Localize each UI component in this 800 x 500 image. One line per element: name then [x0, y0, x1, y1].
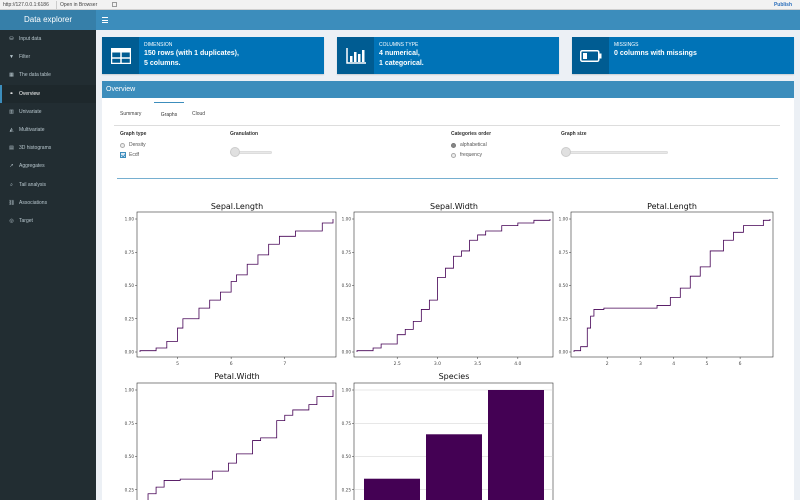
infobox-dimension: Dimension 150 rows (with 1 duplicates), … — [102, 37, 324, 74]
overview-tabs: Summary Graphs Cloud — [114, 102, 780, 126]
table-icon: ▦ — [9, 72, 14, 79]
sidebar-item-multivariate[interactable]: ◭ Multivariate — [0, 121, 96, 139]
app-logo[interactable]: Data explorer — [0, 10, 96, 30]
radio-button[interactable] — [451, 152, 456, 158]
graph-type-option-ecdf[interactable]: Ecdf — [120, 152, 146, 158]
radio-button-selected[interactable] — [451, 142, 456, 148]
option-label: frequency — [460, 152, 482, 158]
browser-bar: http://127.0.0.1:6186 Open in Browser Pu… — [0, 0, 800, 10]
sidebar-item-aggregates[interactable]: ↗ Aggregates — [0, 157, 96, 175]
infobox-label: Columns type — [379, 42, 419, 48]
bar-chart-icon — [337, 37, 374, 74]
publish-button[interactable]: Publish — [773, 2, 792, 8]
sidebar-item-label: Overview — [19, 90, 40, 97]
sidebar-item-label: Aggregates — [19, 163, 45, 170]
sidebar-item-label: Input data — [19, 36, 42, 43]
graph-type-option-density[interactable]: Density — [120, 142, 146, 148]
table-icon — [102, 37, 139, 74]
sidebar-item-label: Multivariate — [19, 127, 45, 134]
binoculars-icon: ⚭ — [9, 90, 14, 97]
histogram-icon: ▤ — [9, 145, 14, 152]
infobox-columns-type: Columns type 4 numerical, 1 categorical. — [337, 37, 559, 74]
area-chart-icon: ◭ — [9, 127, 14, 134]
target-icon: ◎ — [9, 217, 14, 224]
url-text[interactable]: http://127.0.0.1:6186 — [3, 2, 49, 8]
sidebar-item-input-data[interactable]: ⛁ Input data — [0, 30, 96, 48]
infobox-value-line1: 0 columns with missings — [614, 50, 697, 57]
tab-summary[interactable]: Summary — [120, 111, 142, 117]
sidebar-item-label: 3D histograms — [19, 145, 52, 152]
sitemap-icon: ⛓ — [8, 199, 15, 206]
bar-chart-icon: ▥ — [9, 108, 14, 115]
sidebar-menu: ⛁ Input data ▼ Filter ▦ The data table ⚭ Overvi… — [0, 30, 96, 230]
filter-icon: ▼ — [9, 54, 14, 61]
search-icon: ⌕ — [10, 181, 13, 188]
infobox-label: Dimension — [144, 42, 173, 48]
infobox-value-line1: 4 numerical, — [379, 50, 420, 57]
granulation-control: Granulation — [230, 131, 258, 142]
infobox-label: Missings — [614, 42, 639, 48]
granulation-title: Granulation — [230, 131, 259, 137]
option-label: Density — [129, 142, 146, 148]
checkbox-checked[interactable] — [120, 152, 126, 158]
graph-size-control: Graph size — [561, 131, 587, 142]
line-chart-icon: ↗ — [9, 163, 14, 170]
open-in-browser-button[interactable]: Open in Browser — [60, 2, 98, 8]
sidebar-item-univariate[interactable]: ▥ Univariate — [0, 103, 96, 121]
top-header — [96, 10, 800, 30]
sidebar-item-3d-histograms[interactable]: ▤ 3D histograms — [0, 139, 96, 157]
sidebar-item-target[interactable]: ◎ Target — [0, 212, 96, 230]
sidebar-item-associations[interactable]: ⛓ Associations — [0, 194, 96, 212]
tab-graphs[interactable]: Graphs — [154, 102, 184, 126]
slider-handle[interactable] — [561, 147, 571, 157]
sidebar-item-label: The data table — [19, 72, 51, 79]
sidebar-item-label: Filter — [19, 54, 31, 61]
sidebar-item-filter[interactable]: ▼ Filter — [0, 48, 96, 66]
categories-order-title: Categories order — [451, 131, 492, 137]
infobox-missings: Missings 0 columns with missings — [572, 37, 794, 74]
sidebar-item-label: Univariate — [19, 108, 42, 115]
graph-type-control: Graph type Density Ecdf — [120, 131, 146, 162]
categories-order-control: Categories order alphabetical frequency — [451, 131, 491, 162]
database-icon: ⛁ — [9, 36, 14, 43]
option-label: alphabetical — [460, 142, 487, 148]
graph-type-title: Graph type — [120, 131, 147, 137]
granulation-slider[interactable] — [230, 147, 272, 157]
slider-track[interactable] — [561, 151, 668, 154]
sidebar-item-label: Associations — [19, 199, 48, 206]
tab-cloud[interactable]: Cloud — [192, 111, 206, 117]
sidebar-item-tail-analysis[interactable]: ⌕ Tail analysis — [0, 176, 96, 194]
radio-button[interactable] — [120, 142, 125, 148]
sidebar-item-overview[interactable]: ⚭ Overview — [0, 84, 96, 103]
infobox-value-line1: 150 rows (with 1 duplicates), — [144, 50, 239, 57]
sidebar-item-the-data-table[interactable]: ▦ The data table — [0, 66, 96, 84]
window-icon[interactable] — [112, 2, 117, 7]
categories-order-option-alphabetical[interactable]: alphabetical — [451, 142, 491, 148]
overview-box-title: Overview — [102, 82, 794, 98]
graph-size-title: Graph size — [561, 131, 587, 137]
battery-icon — [572, 37, 609, 74]
infobox-value-line2: 1 categorical. — [379, 60, 424, 67]
sidebar-item-label: Tail analysis — [19, 181, 46, 188]
graph-size-slider[interactable] — [561, 147, 668, 157]
categories-order-option-frequency[interactable]: frequency — [451, 152, 491, 158]
overview-box: Overview Summary Graphs Cloud Graph type… — [102, 81, 794, 500]
toolbar-separator — [56, 1, 57, 9]
hamburger-menu-icon[interactable] — [102, 17, 108, 23]
option-label: Ecdf — [129, 152, 140, 158]
sidebar-item-label: Target — [19, 217, 33, 224]
slider-handle[interactable] — [230, 147, 240, 157]
section-divider — [117, 178, 778, 179]
sidebar: Data explorer ⛁ Input data ▼ Filter ▦ The dat… — [0, 10, 96, 500]
infobox-value-line2: 5 columns. — [144, 60, 181, 67]
